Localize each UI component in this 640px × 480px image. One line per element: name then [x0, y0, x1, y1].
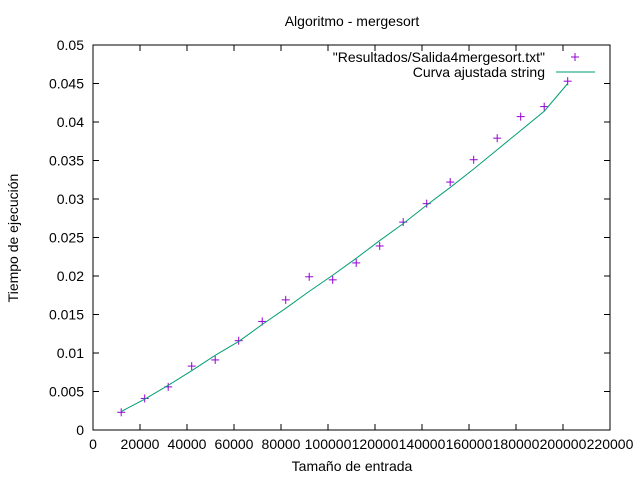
y-tick-label: 0: [76, 422, 84, 438]
data-point: [328, 275, 337, 284]
y-tick-label: 0.025: [49, 230, 84, 246]
x-tick-label: 60000: [215, 436, 254, 452]
x-tick-label: 160000: [446, 436, 493, 452]
data-point: [117, 408, 126, 417]
x-tick-label: 180000: [493, 436, 540, 452]
legend: "Resultados/Salida4mergesort.txt"Curva a…: [333, 49, 595, 80]
y-axis-label: Tiempo de ejecución: [5, 174, 21, 303]
x-tick-label: 220000: [587, 436, 634, 452]
y-tick-label: 0.01: [57, 345, 84, 361]
data-point: [352, 258, 361, 267]
x-tick-label: 140000: [399, 436, 446, 452]
data-point: [305, 272, 314, 281]
x-tick-label: 120000: [352, 436, 399, 452]
chart-title: Algoritmo - mergesort: [285, 13, 420, 29]
plot-frame: [92, 44, 611, 431]
x-tick-label: 80000: [262, 436, 301, 452]
data-point: [469, 155, 478, 164]
data-point: [493, 134, 502, 143]
legend-label: Curva ajustada string: [413, 64, 545, 80]
data-point: [540, 102, 549, 111]
data-point: [211, 355, 220, 364]
x-tick-label: 20000: [121, 436, 160, 452]
y-tick-label: 0.02: [57, 268, 84, 284]
x-tick-label: 200000: [540, 436, 587, 452]
fitted-curve-line: [120, 83, 569, 412]
x-tick-label: 0: [89, 436, 97, 452]
series-layer: [117, 77, 572, 417]
x-tick-label: 100000: [305, 436, 352, 452]
y-tick-label: 0.005: [49, 384, 84, 400]
x-axis-ticks: 0 20000 40000 60000 80000 100000 120000 140000 1…: [89, 45, 634, 452]
y-tick-label: 0.03: [57, 191, 84, 207]
legend-swatch-marker: [571, 53, 579, 61]
data-point: [516, 112, 525, 121]
data-point: [187, 362, 196, 371]
data-point: [281, 295, 290, 304]
x-axis-label: Tamaño de entrada: [292, 458, 413, 474]
data-point: [399, 218, 408, 227]
y-axis-ticks: 0 0.005 0.01 0.015 0.02 0.025 0.03 0.035 0.04 0.0…: [49, 37, 610, 438]
data-point: [234, 336, 243, 345]
y-tick-label: 0.015: [49, 307, 84, 323]
x-tick-label: 40000: [168, 436, 207, 452]
data-point: [140, 394, 149, 403]
data-point: [446, 178, 455, 187]
data-point: [375, 241, 384, 250]
legend-label: "Resultados/Salida4mergesort.txt": [333, 49, 545, 65]
y-tick-label: 0.035: [49, 153, 84, 169]
y-tick-label: 0.04: [57, 114, 84, 130]
y-tick-label: 0.045: [49, 76, 84, 92]
y-tick-label: 0.05: [57, 37, 84, 53]
